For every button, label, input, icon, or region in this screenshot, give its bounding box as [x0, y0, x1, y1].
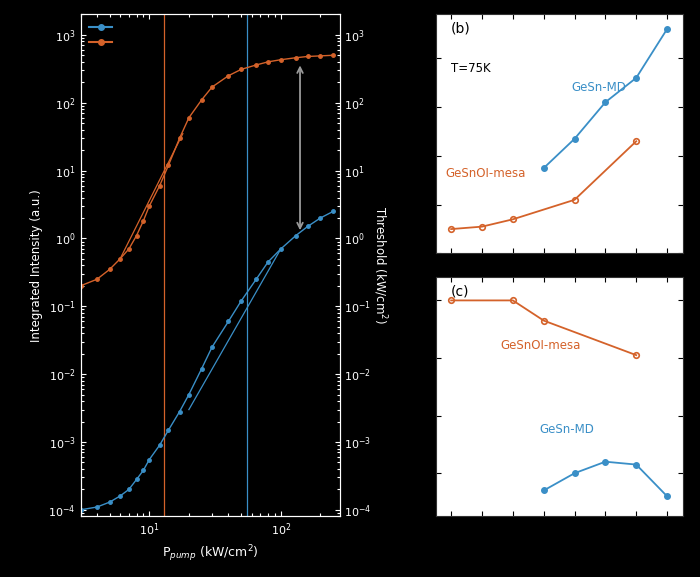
Text: (c): (c) — [451, 284, 469, 298]
Text: GeSn-MD: GeSn-MD — [571, 81, 626, 94]
Y-axis label: Threshold (kW/cm$^{2}$): Threshold (kW/cm$^{2}$) — [371, 207, 388, 324]
Y-axis label: Threshold density
(kW/cm²): Threshold density (kW/cm²) — [383, 81, 411, 187]
X-axis label: Diameter (μm): Diameter (μm) — [513, 274, 606, 287]
Legend: , : , — [86, 20, 118, 51]
X-axis label: P$_{pump}$ (kW/cm$^{2}$): P$_{pump}$ (kW/cm$^{2}$) — [162, 544, 258, 564]
Text: T=75K: T=75K — [451, 62, 490, 75]
Text: GeSnOI-mesa: GeSnOI-mesa — [446, 167, 526, 180]
X-axis label: Diameter (μm): Diameter (μm) — [513, 537, 606, 550]
Text: GeSnOI-mesa: GeSnOI-mesa — [500, 339, 580, 352]
Y-axis label: Spectral linewidth (K): Spectral linewidth (K) — [391, 333, 404, 460]
Text: GeSn-MD: GeSn-MD — [540, 423, 594, 436]
Text: (b): (b) — [451, 21, 470, 36]
Y-axis label: Integrated Intensity (a.u.): Integrated Intensity (a.u.) — [30, 189, 43, 342]
